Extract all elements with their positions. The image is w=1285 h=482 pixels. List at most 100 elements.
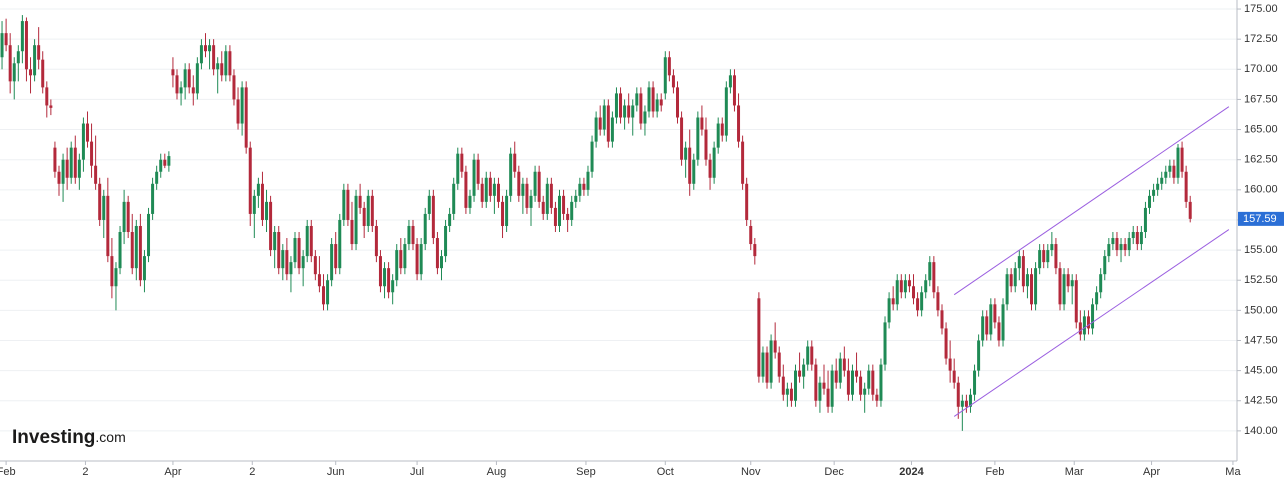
candle-body <box>993 304 997 323</box>
x-tick-label: 2024 <box>899 466 924 478</box>
candle-body <box>1099 274 1103 293</box>
candle-body <box>326 280 330 305</box>
candle-body <box>619 93 623 118</box>
y-tick-label: 167.50 <box>1244 93 1278 105</box>
candle-body <box>102 195 106 220</box>
candle-body <box>692 159 696 184</box>
candle-body <box>98 183 102 220</box>
candle-body <box>842 358 846 371</box>
candle-body <box>1172 165 1176 178</box>
candle-body <box>973 370 977 395</box>
candle-body <box>1042 250 1046 263</box>
candle-body <box>244 87 248 148</box>
x-tick-label: Nov <box>741 466 761 478</box>
candle-body <box>122 201 126 233</box>
candle-body <box>492 183 496 196</box>
x-tick-label: Feb <box>985 466 1004 478</box>
candle-body <box>1046 250 1050 263</box>
candle-body <box>822 382 826 389</box>
candle-body <box>297 238 301 269</box>
candle-body <box>265 201 269 220</box>
candle-body <box>1062 274 1066 305</box>
candle-body <box>712 147 716 178</box>
candle-body <box>716 123 720 148</box>
candle-body <box>57 171 61 184</box>
x-tick-label: 2 <box>249 466 255 478</box>
candle-body <box>118 232 122 269</box>
candle-body <box>338 219 342 269</box>
candle-body <box>130 232 134 269</box>
candle-body <box>732 75 736 106</box>
x-tick-label: Jul <box>410 466 424 478</box>
candle-body <box>29 69 33 76</box>
candle-body <box>81 123 85 160</box>
candle-body <box>155 171 159 184</box>
candle-body <box>671 75 675 88</box>
candle-body <box>920 292 924 311</box>
candle-body <box>383 268 387 287</box>
candle-body <box>77 159 81 178</box>
candle-body <box>867 370 871 389</box>
candle-body <box>399 250 403 269</box>
candle-body <box>476 159 480 184</box>
candle-body <box>370 195 374 226</box>
candle-body <box>151 183 155 214</box>
candle-body <box>728 75 732 88</box>
candle-body <box>724 87 728 136</box>
x-tick-label: Dec <box>824 466 844 478</box>
candle-body <box>142 256 146 281</box>
candle-body <box>610 117 614 142</box>
candle-body <box>1009 274 1013 287</box>
candle-body <box>887 298 891 323</box>
y-tick-label: 165.00 <box>1244 123 1278 135</box>
candle-body <box>203 45 207 52</box>
candle-body <box>883 322 887 365</box>
candle-body <box>525 183 529 208</box>
y-tick-label: 150.00 <box>1244 304 1278 316</box>
candle-body <box>1164 171 1168 178</box>
candle-body <box>20 21 24 52</box>
candle-body <box>928 262 932 281</box>
candle-body <box>1034 268 1038 305</box>
candle-body <box>594 117 598 142</box>
y-tick-label: 147.50 <box>1244 334 1278 346</box>
candle-body <box>936 292 940 311</box>
candle-body <box>696 117 700 160</box>
candle-body <box>1017 256 1021 269</box>
candle-body <box>1005 274 1009 305</box>
candle-body <box>248 147 252 214</box>
candle-body <box>423 213 427 245</box>
candle-body <box>220 63 224 76</box>
candle-body <box>411 225 415 245</box>
candle-body <box>1086 316 1090 329</box>
candle-body <box>126 201 130 233</box>
candle-body <box>501 201 505 226</box>
candle-body <box>183 69 187 88</box>
candle-body <box>1168 165 1172 172</box>
candle-body <box>602 105 606 130</box>
candle-body <box>378 256 382 287</box>
candle-body <box>513 153 517 172</box>
candle-body <box>12 63 16 82</box>
candle-body <box>350 219 354 245</box>
candle-body <box>798 370 802 377</box>
y-tick-label: 140.00 <box>1244 425 1278 437</box>
candle-body <box>366 195 370 226</box>
candle-body <box>952 370 956 383</box>
candle-body <box>1095 292 1099 305</box>
candle-body <box>891 298 895 305</box>
candle-body <box>1148 195 1152 208</box>
candle-body <box>374 225 378 257</box>
candle-body <box>537 171 541 202</box>
candle-body <box>216 63 220 70</box>
candle-body <box>85 123 89 142</box>
candle-body <box>1123 244 1127 251</box>
candle-body <box>932 262 936 293</box>
candle-body <box>191 87 195 94</box>
candle-body <box>846 370 850 395</box>
candle-body <box>285 250 289 275</box>
candle-body <box>1038 250 1042 269</box>
candle-body <box>1143 207 1147 233</box>
candle-body <box>517 171 521 196</box>
candle-body <box>289 262 293 275</box>
